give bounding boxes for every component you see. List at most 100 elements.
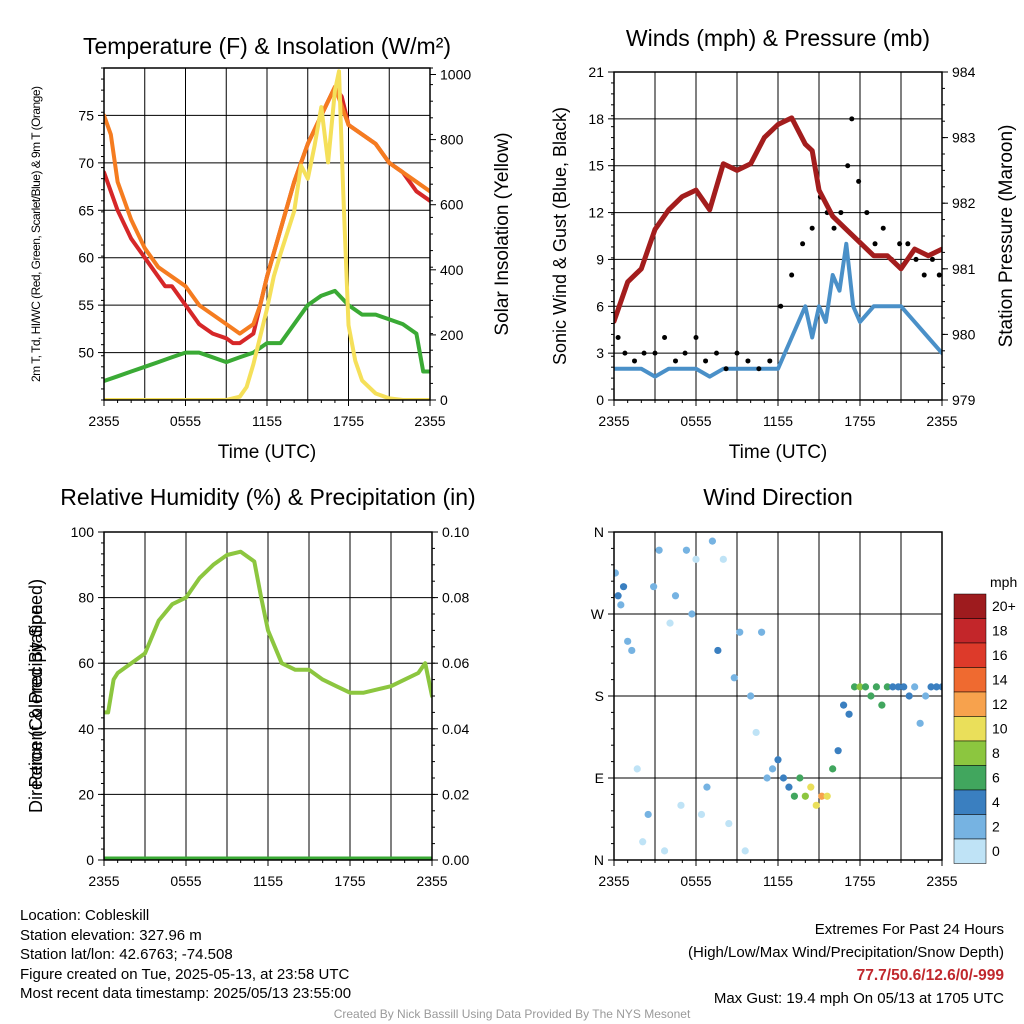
y-tick-label: 15 [588,158,604,174]
x-tick-label: 1755 [844,413,875,429]
gust-point [652,350,658,356]
direction-point [741,847,749,855]
pressure-line [614,115,942,324]
gust-point [693,335,699,341]
direction-point [883,683,891,691]
y2-tick-label: 0.02 [442,786,469,802]
plot-frame [103,531,433,861]
gust-point [856,178,862,184]
colorbar-box [953,691,987,717]
gust-point [838,210,844,216]
direction-point [889,683,897,691]
direction-point [650,583,658,591]
recent-data-text: Most recent data timestamp: 2025/05/13 2… [20,985,352,1002]
direction-point [682,546,691,554]
direction-point [867,692,875,700]
direction-point [644,810,652,819]
direction-point [911,683,919,691]
direction-point [938,683,942,691]
direction-point [927,683,935,691]
y-tick-label: N [594,524,604,540]
y-tick-label: 0 [596,392,604,408]
y2-axis-label: Station Pressure (Maroon) [996,125,1017,348]
extremes-values: 77.7/50.6/12.6/0/-999 [856,967,1004,984]
y-tick-label: 12 [588,205,604,221]
y-tick-label: 65 [78,202,94,218]
colorbar-label: 16 [992,647,1008,663]
x-tick-label: 0555 [680,413,711,429]
gust-point [845,163,851,169]
direction-point [697,810,706,819]
colorbar-label: 2 [992,819,1000,835]
gust-point [682,350,688,356]
x-tick-label: 0555 [170,873,201,889]
y-tick-label: 9 [596,251,604,267]
y-tick-label: 3 [596,345,604,361]
x-tick-label: 1155 [252,413,282,429]
direction-point [812,801,820,809]
gust-point [615,335,621,341]
insolation-line [104,69,430,400]
gust-point [632,358,637,364]
colorbar-box [953,838,987,864]
gust-point [714,350,719,356]
direction-point [758,628,766,636]
colorbar-box [953,765,987,791]
extremes-title: Extremes For Past 24 Hours [814,921,1004,938]
x-tick-label: 1155 [253,873,283,889]
x-tick-label: 2355 [416,873,447,889]
chart-title: Temperature (F) & Insolation (W/m²) [83,33,451,59]
gust-point [905,241,911,247]
colorbar-label: 8 [992,745,1000,761]
direction-point [823,792,831,800]
elevation-text: Station elevation: 327.96 m [20,926,202,944]
x-tick-label: 1755 [844,873,875,889]
y2-axis-label: Solar Insolation (Yellow) [492,132,513,335]
colorbar-box [953,642,987,668]
x-tick-label: 2355 [88,873,119,889]
gust-point [809,225,815,231]
panel-3: 0 20 40 60 80 100 0.00 0.02 0.04 0.06 0.08 0.10 2355… [26,484,476,889]
gust-point [745,358,751,364]
gust-point [641,350,647,356]
colorbar-label: 18 [992,623,1008,639]
colorbar-box [953,716,987,742]
y2-tick-label: 982 [952,195,976,211]
direction-point [850,683,859,691]
direction-point [730,674,738,682]
direction-point [790,792,799,800]
location-text: Location: Cobleskill [20,907,150,924]
gust-point [723,366,729,372]
gust-point [622,350,628,356]
panel-2: 0 3 6 9 12 15 18 21 979 980 981 982 983 984 2355 0555 11… [550,25,1017,463]
plot-frame [103,67,431,401]
x-tick-label: 1155 [763,413,793,429]
direction-point [747,692,755,700]
x-tick-label: 1155 [763,873,793,889]
colorbar-box [953,667,987,693]
gust-point [936,272,942,278]
colorbar-label: 20+ [992,598,1016,614]
direction-point [624,637,632,645]
plot-frame [613,531,943,861]
direction-point [639,838,647,846]
direction-point [619,583,628,591]
td-line [104,288,430,383]
y-tick-label: 21 [588,64,604,80]
gust-point [662,335,668,341]
direction-point [617,601,625,609]
direction-point [872,683,881,691]
direction-point [614,569,619,577]
direction-point [878,701,886,709]
direction-point [861,683,870,691]
gust-point [673,358,678,364]
gust-point [929,256,935,262]
colorbar-box [953,593,987,619]
y2-tick-label: 0.04 [442,721,469,737]
y2-tick-label: 0.06 [442,655,469,671]
direction-point [796,774,804,782]
gust-point [897,241,903,247]
chart-title: Relative Humidity (%) & Precipitation (i… [60,484,475,510]
y-tick-label: 18 [588,111,604,127]
colorbar-box [953,789,987,815]
